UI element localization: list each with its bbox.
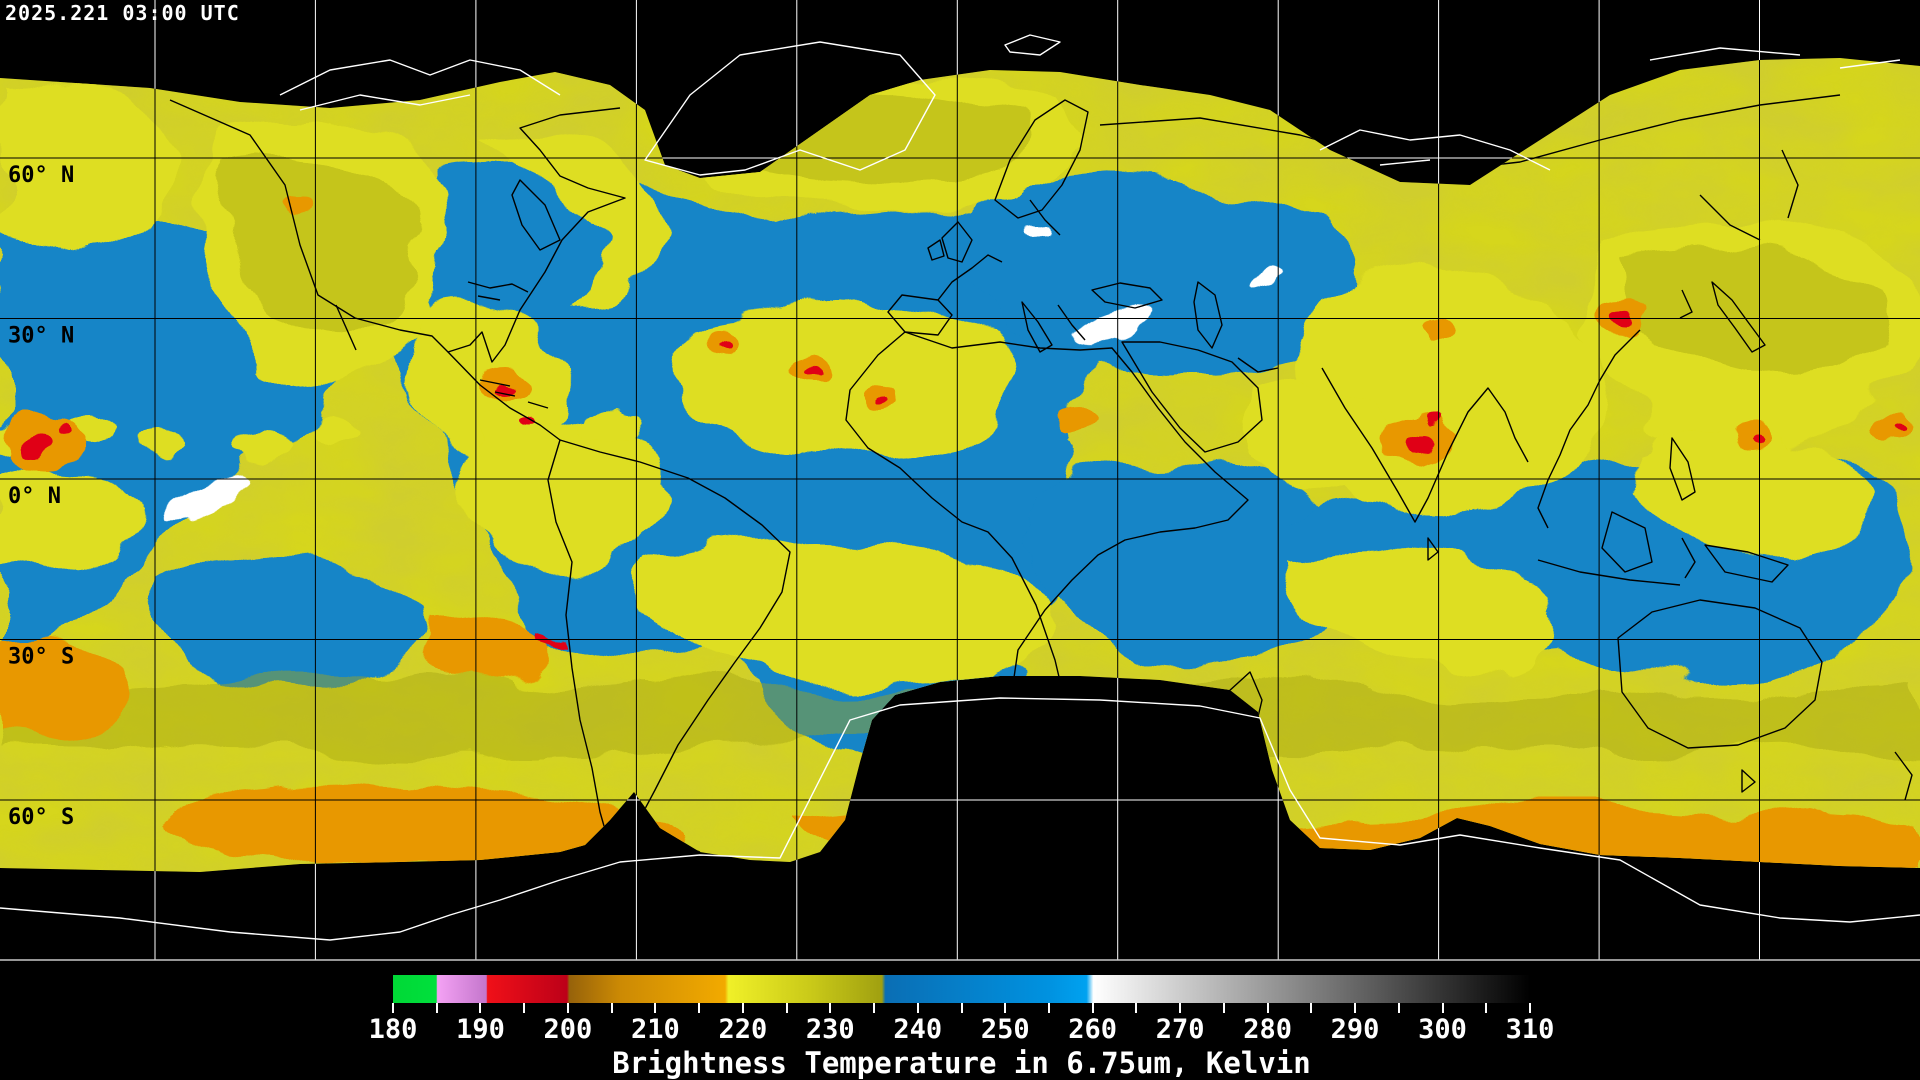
colorbar-tick <box>829 1003 832 1013</box>
coast-arctic-east <box>1649 47 1901 69</box>
colorbar-tick-label: 290 <box>1330 1014 1380 1045</box>
coast-caspian-sea <box>1193 281 1223 349</box>
colorbar-tick <box>610 1003 613 1013</box>
very-cold-red-layer <box>20 310 1907 651</box>
coast-france <box>937 254 1003 301</box>
colorbar-tick <box>1310 1003 1313 1013</box>
colorbar-tick-label: 190 <box>456 1014 505 1045</box>
coast-philippines <box>1669 437 1696 501</box>
coast-india <box>1321 367 1529 523</box>
coast-new-zealand <box>1894 751 1913 801</box>
colorbar-tick-label: 250 <box>980 1014 1030 1045</box>
coast-black-sea <box>1091 282 1163 309</box>
colorbar-tick <box>960 1003 963 1013</box>
coast-caribbean <box>479 379 549 409</box>
colorbar-tick <box>1135 1003 1138 1013</box>
coast-sri-lanka <box>1427 537 1439 561</box>
colorbar-tick <box>1179 1003 1182 1013</box>
coast-australia <box>1617 599 1823 793</box>
colorbar-tick-label: 210 <box>630 1014 680 1045</box>
colorbar-tick <box>392 1003 394 1013</box>
coast-central-america <box>447 351 561 441</box>
coast-greenland <box>644 41 936 176</box>
coast-kamchatka-okhotsk <box>1699 149 1799 241</box>
latitude-label: 0° N <box>8 484 61 509</box>
coast-new-guinea <box>1704 544 1789 583</box>
coast-persian-gulf <box>1237 357 1279 373</box>
colorbar-tick <box>873 1003 876 1013</box>
colorbar-tick-label: 230 <box>805 1014 855 1045</box>
colorbar-tick-label: 260 <box>1068 1014 1118 1045</box>
colorbar-tick <box>785 1003 788 1013</box>
colorbar-tick <box>1485 1003 1488 1013</box>
colorbar-tick-label: 200 <box>543 1014 593 1045</box>
latitude-label: 60° S <box>8 805 74 830</box>
colorbar-tick-label: 280 <box>1243 1014 1292 1045</box>
colorbar-tick <box>566 1003 569 1013</box>
colorbar-tick-label: 300 <box>1418 1014 1467 1045</box>
coast-scandinavia <box>994 99 1089 236</box>
coast-japan-korea <box>1679 281 1766 353</box>
colorbar-tick-label: 180 <box>368 1014 418 1045</box>
warm-white-layer <box>162 226 1283 523</box>
coast-indonesia <box>1537 511 1696 586</box>
coast-arabia <box>1121 341 1263 453</box>
latitude-label: 60° N <box>8 163 74 188</box>
colorbar-tick <box>1529 1003 1531 1013</box>
coast-svalbard <box>1004 34 1061 56</box>
coast-siberian-islands <box>1319 129 1551 171</box>
colorbar-tick-label: 310 <box>1505 1014 1555 1045</box>
colorbar-tick <box>1397 1003 1400 1013</box>
latitude-label: 30° N <box>8 324 74 349</box>
latitude-label: 30° S <box>8 645 74 670</box>
polar-coastline-layer <box>0 34 1920 941</box>
coast-antarctica <box>0 697 1920 941</box>
colorbar-tick-label: 240 <box>893 1014 943 1045</box>
coast-hudson-bay <box>511 179 561 251</box>
coast-africa <box>845 331 1249 793</box>
latitude-label-layer: 60° N 30° N 0° N 30° S 60° S <box>8 163 74 830</box>
colorbar-tick <box>1266 1003 1269 1013</box>
coast-baja <box>335 304 357 351</box>
timestamp-label: 2025.221 03:00 UTC <box>5 1 240 25</box>
colorbar-tick <box>435 1003 438 1013</box>
coast-china-vietnam <box>1537 329 1641 529</box>
coast-british-isles <box>927 221 973 263</box>
colorbar-tick <box>916 1003 919 1013</box>
colorbar-tick-label: 220 <box>718 1014 768 1045</box>
colorbar-tick <box>654 1003 657 1013</box>
colorbar-tick <box>523 1003 526 1013</box>
colorbar-tick <box>479 1003 482 1013</box>
coast-canadian-arctic <box>279 59 561 111</box>
colorbar-tick <box>1354 1003 1357 1013</box>
colorbar-tick <box>1091 1003 1094 1013</box>
colorbar-tick <box>1047 1003 1050 1013</box>
colorbar-tick <box>1222 1003 1225 1013</box>
colorbar-tick <box>698 1003 701 1013</box>
coast-great-lakes <box>467 281 529 301</box>
colorbar-tick <box>1441 1003 1444 1013</box>
colorbar <box>393 975 1530 1003</box>
colorbar-caption: Brightness Temperature in 6.75um, Kelvin <box>612 1046 1311 1080</box>
coast-south-america <box>547 439 791 841</box>
colorbar-tick-label: 270 <box>1155 1014 1205 1045</box>
colorbar-tick <box>741 1003 744 1013</box>
colorbar-tick <box>1004 1003 1007 1013</box>
